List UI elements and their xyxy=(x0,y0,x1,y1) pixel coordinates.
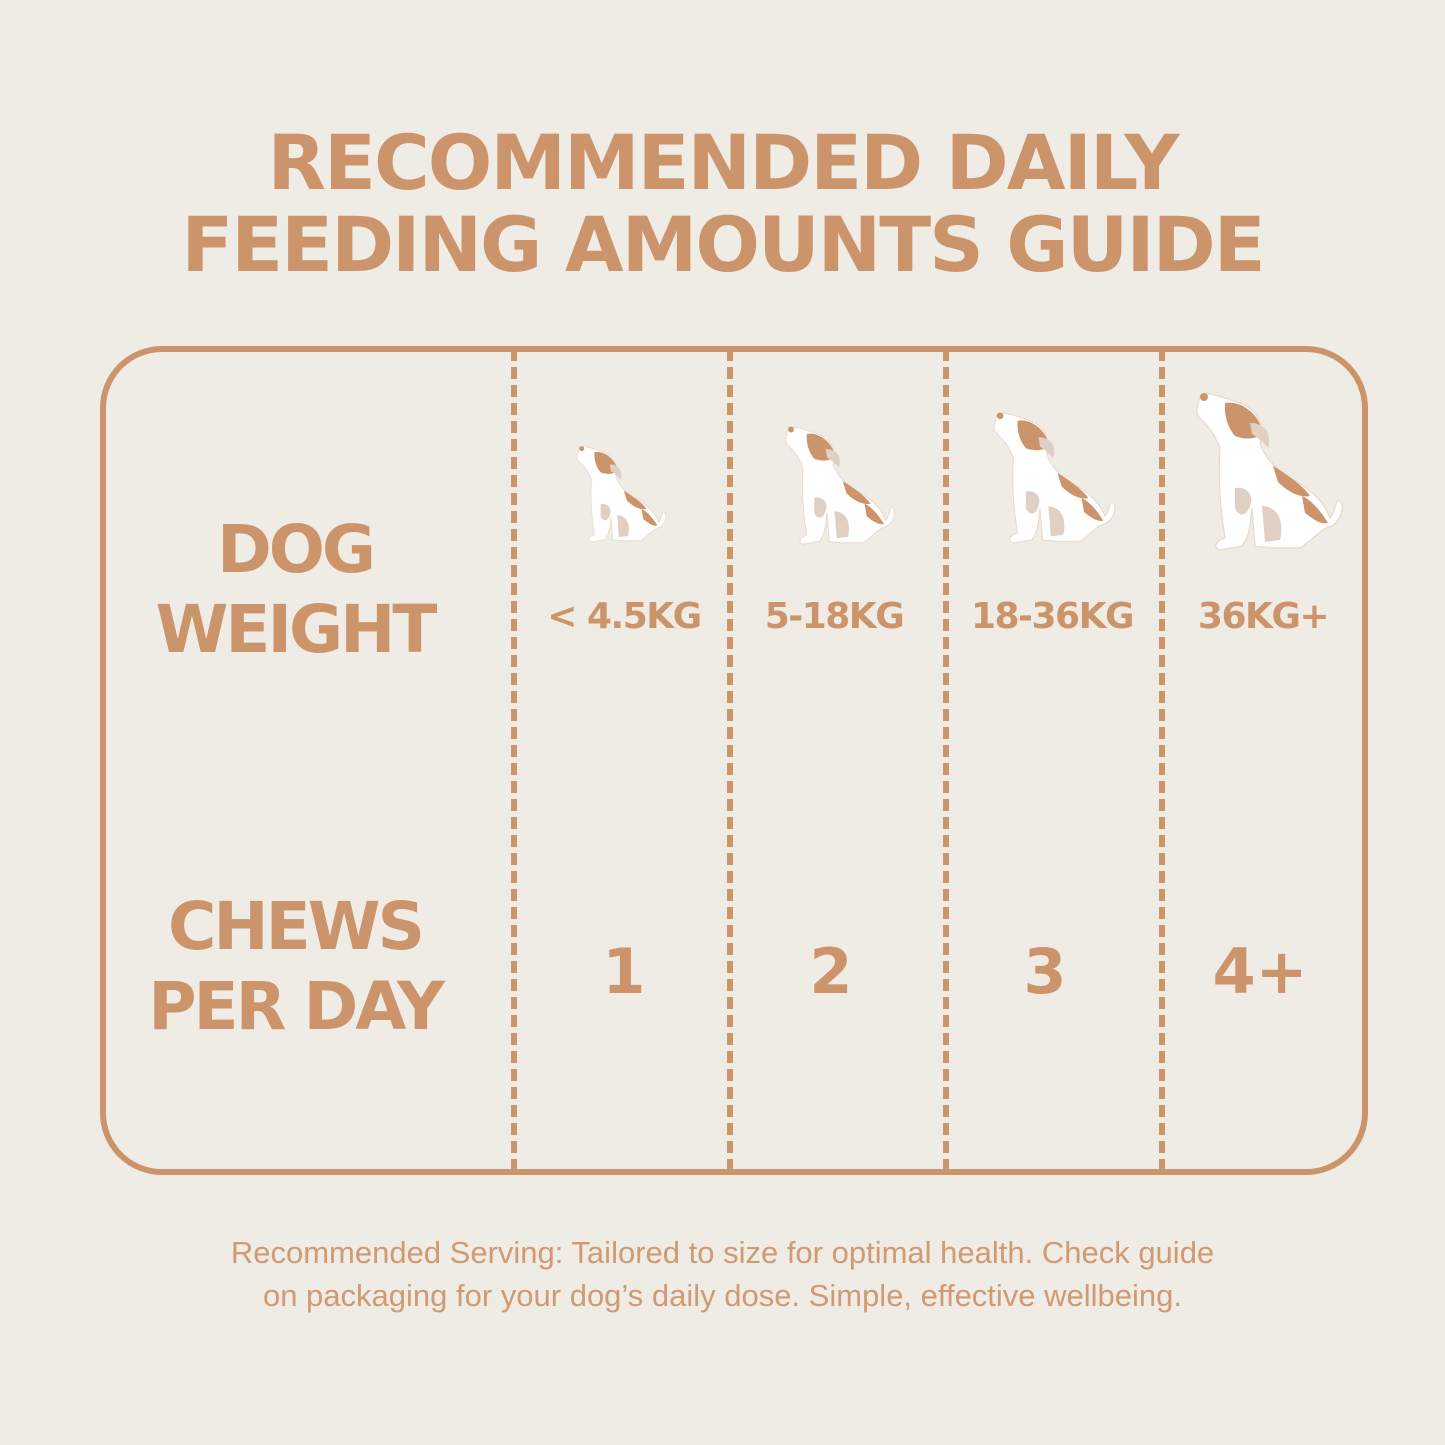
weight-cell: < 4.5KG xyxy=(547,596,702,637)
weight-cell: 18-36KG xyxy=(970,596,1135,637)
chews-cell: 2 xyxy=(809,935,853,1008)
dog-icon xyxy=(1180,378,1360,568)
chews-per-day-label: CHEWS PER DAY xyxy=(100,887,490,1047)
chews-cell: 3 xyxy=(1023,935,1067,1008)
dog-icon xyxy=(773,415,908,558)
title-line-2: FEEDING AMOUNTS GUIDE xyxy=(181,200,1265,289)
label-line: CHEWS xyxy=(167,888,425,965)
feeding-table xyxy=(100,346,1368,1175)
dog-icon xyxy=(567,437,677,553)
label-line: WEIGHT xyxy=(155,591,438,668)
column-divider xyxy=(511,349,517,1171)
dog-icon xyxy=(980,400,1130,558)
weight-cell: 36KG+ xyxy=(1197,596,1330,637)
label-line: DOG xyxy=(216,511,376,588)
column-divider xyxy=(727,349,733,1171)
dog-weight-label: DOG WEIGHT xyxy=(100,510,490,670)
page-title: RECOMMENDED DAILY FEEDING AMOUNTS GUIDE xyxy=(0,122,1445,286)
chews-cell: 1 xyxy=(602,935,646,1008)
title-line-1: RECOMMENDED DAILY xyxy=(267,118,1180,207)
column-divider xyxy=(1159,349,1165,1171)
serving-note: Recommended Serving: Tailored to size fo… xyxy=(0,1231,1445,1317)
column-divider xyxy=(943,349,949,1171)
weight-cell: 5-18KG xyxy=(764,596,905,637)
note-line: on packaging for your dog’s daily dose. … xyxy=(262,1278,1183,1313)
chews-cell: 4+ xyxy=(1212,935,1308,1008)
label-line: PER DAY xyxy=(148,968,445,1045)
note-line: Recommended Serving: Tailored to size fo… xyxy=(230,1235,1215,1270)
